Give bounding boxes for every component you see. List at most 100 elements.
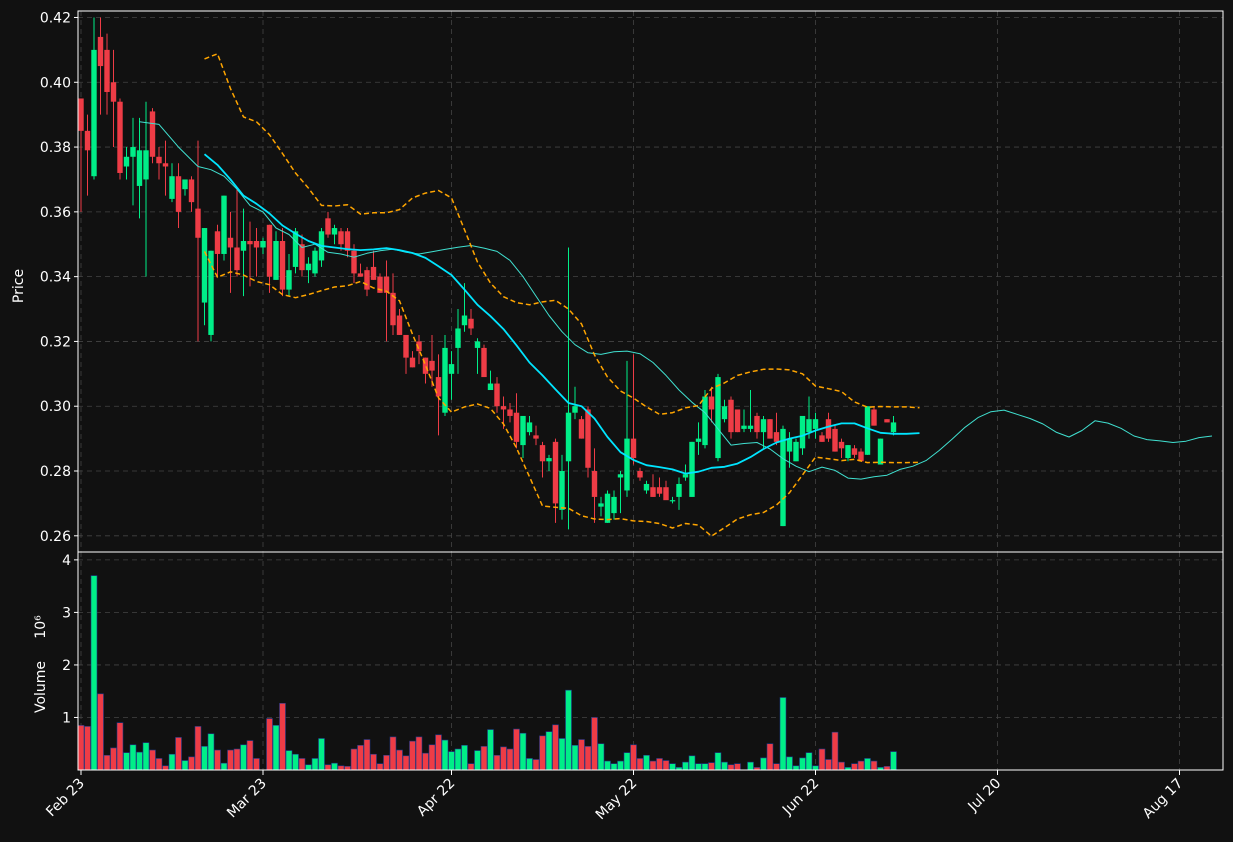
volume-bar (422, 752, 429, 771)
candle-body (604, 493, 611, 523)
candle-body (325, 218, 331, 235)
volume-bar (279, 702, 286, 771)
volume-bar (539, 735, 546, 771)
price-tick-label: 0.40 (40, 75, 71, 91)
volume-bar (129, 744, 137, 771)
candle-body (565, 412, 572, 462)
candle-body (403, 334, 409, 358)
volume-bar (136, 751, 143, 771)
candle-body (572, 406, 578, 413)
candle-body (338, 231, 344, 245)
price-tick-label: 0.30 (40, 399, 71, 415)
volume-bar (617, 760, 624, 771)
volume-bars (77, 575, 897, 771)
volume-bar (630, 744, 637, 771)
volume-tick-label: 2 (62, 658, 71, 674)
volume-bar (818, 748, 826, 771)
volume-bar (487, 729, 494, 771)
candle-body (682, 474, 689, 478)
volume-bar (266, 718, 273, 771)
volume-bar (363, 739, 371, 771)
fast-moving-average-line (139, 121, 1213, 480)
volume-bar (344, 766, 351, 771)
volume-bar (747, 761, 754, 771)
candle-body (409, 357, 416, 368)
candle-body (487, 383, 494, 391)
candle-body (429, 360, 435, 371)
candle-body (552, 441, 559, 504)
volume-bar (526, 758, 533, 771)
volume-bar (441, 739, 449, 771)
candle-body (877, 438, 884, 465)
candle-body (175, 176, 182, 212)
volume-bar (337, 765, 345, 771)
volume-bar (799, 757, 806, 771)
candle-body (234, 247, 240, 271)
volume-bar (396, 749, 403, 771)
volume-bar (727, 764, 735, 771)
volume-bar (805, 752, 813, 771)
volume-bar (246, 740, 254, 771)
volume-tick-label: 1 (62, 710, 71, 726)
volume-bar (558, 738, 566, 771)
candle-body (611, 496, 617, 514)
candle-body (585, 409, 591, 468)
volume-bar (110, 747, 117, 771)
volume-bar (773, 763, 780, 771)
candle-body (715, 377, 721, 459)
candle-body (890, 422, 897, 433)
candle-body (377, 276, 383, 293)
candle-body (416, 341, 422, 352)
price-tick-label: 0.34 (40, 270, 71, 286)
candle-body (247, 241, 253, 245)
volume-bar (604, 760, 611, 771)
candle-body (201, 228, 208, 303)
volume-bar (175, 737, 182, 771)
volume-bar (214, 749, 221, 771)
candle-body (799, 415, 806, 449)
price-tick-label: 0.28 (40, 464, 71, 480)
candle-body (825, 419, 832, 439)
volume-bar (77, 725, 85, 771)
candle-body (689, 441, 695, 497)
volume-bar (636, 758, 644, 771)
volume-bar (298, 758, 306, 771)
price-tick-label: 0.38 (40, 140, 71, 156)
volume-bar (701, 763, 709, 771)
price-axis: 0.26 0.28 0.30 0.32 0.34 0.36 0.38 0.40 0.42 (40, 10, 78, 545)
volume-bar (474, 750, 481, 771)
candle-body (130, 147, 136, 157)
volume-bar (103, 754, 111, 771)
volume-bar (285, 750, 293, 771)
candle-body (884, 419, 890, 423)
volume-bar (350, 748, 358, 771)
candle-body (195, 208, 201, 238)
volume-bar (890, 751, 897, 771)
candle-body (819, 435, 825, 442)
overlay-lines (139, 53, 1213, 537)
volume-bar (552, 724, 559, 771)
candle-body (104, 49, 110, 92)
volume-bar (162, 765, 169, 771)
volume-bar (584, 746, 592, 771)
candle-body (767, 419, 773, 439)
volume-bar (220, 762, 228, 771)
volume-bar (519, 732, 527, 771)
candle-body (136, 150, 143, 186)
candle-body (838, 441, 845, 449)
candle-body (357, 273, 364, 277)
candle-body (786, 438, 793, 452)
candle-body (845, 445, 851, 459)
volume-bar (123, 752, 130, 771)
candle-body (832, 428, 838, 452)
candle-body (260, 241, 266, 248)
price-tick-label: 0.26 (40, 529, 71, 545)
candle-body (578, 419, 585, 439)
volume-bar (714, 752, 722, 771)
volume-bar (357, 745, 364, 771)
volume-bar (253, 758, 260, 771)
volume-bar (370, 753, 377, 771)
volume-bar (142, 742, 150, 771)
